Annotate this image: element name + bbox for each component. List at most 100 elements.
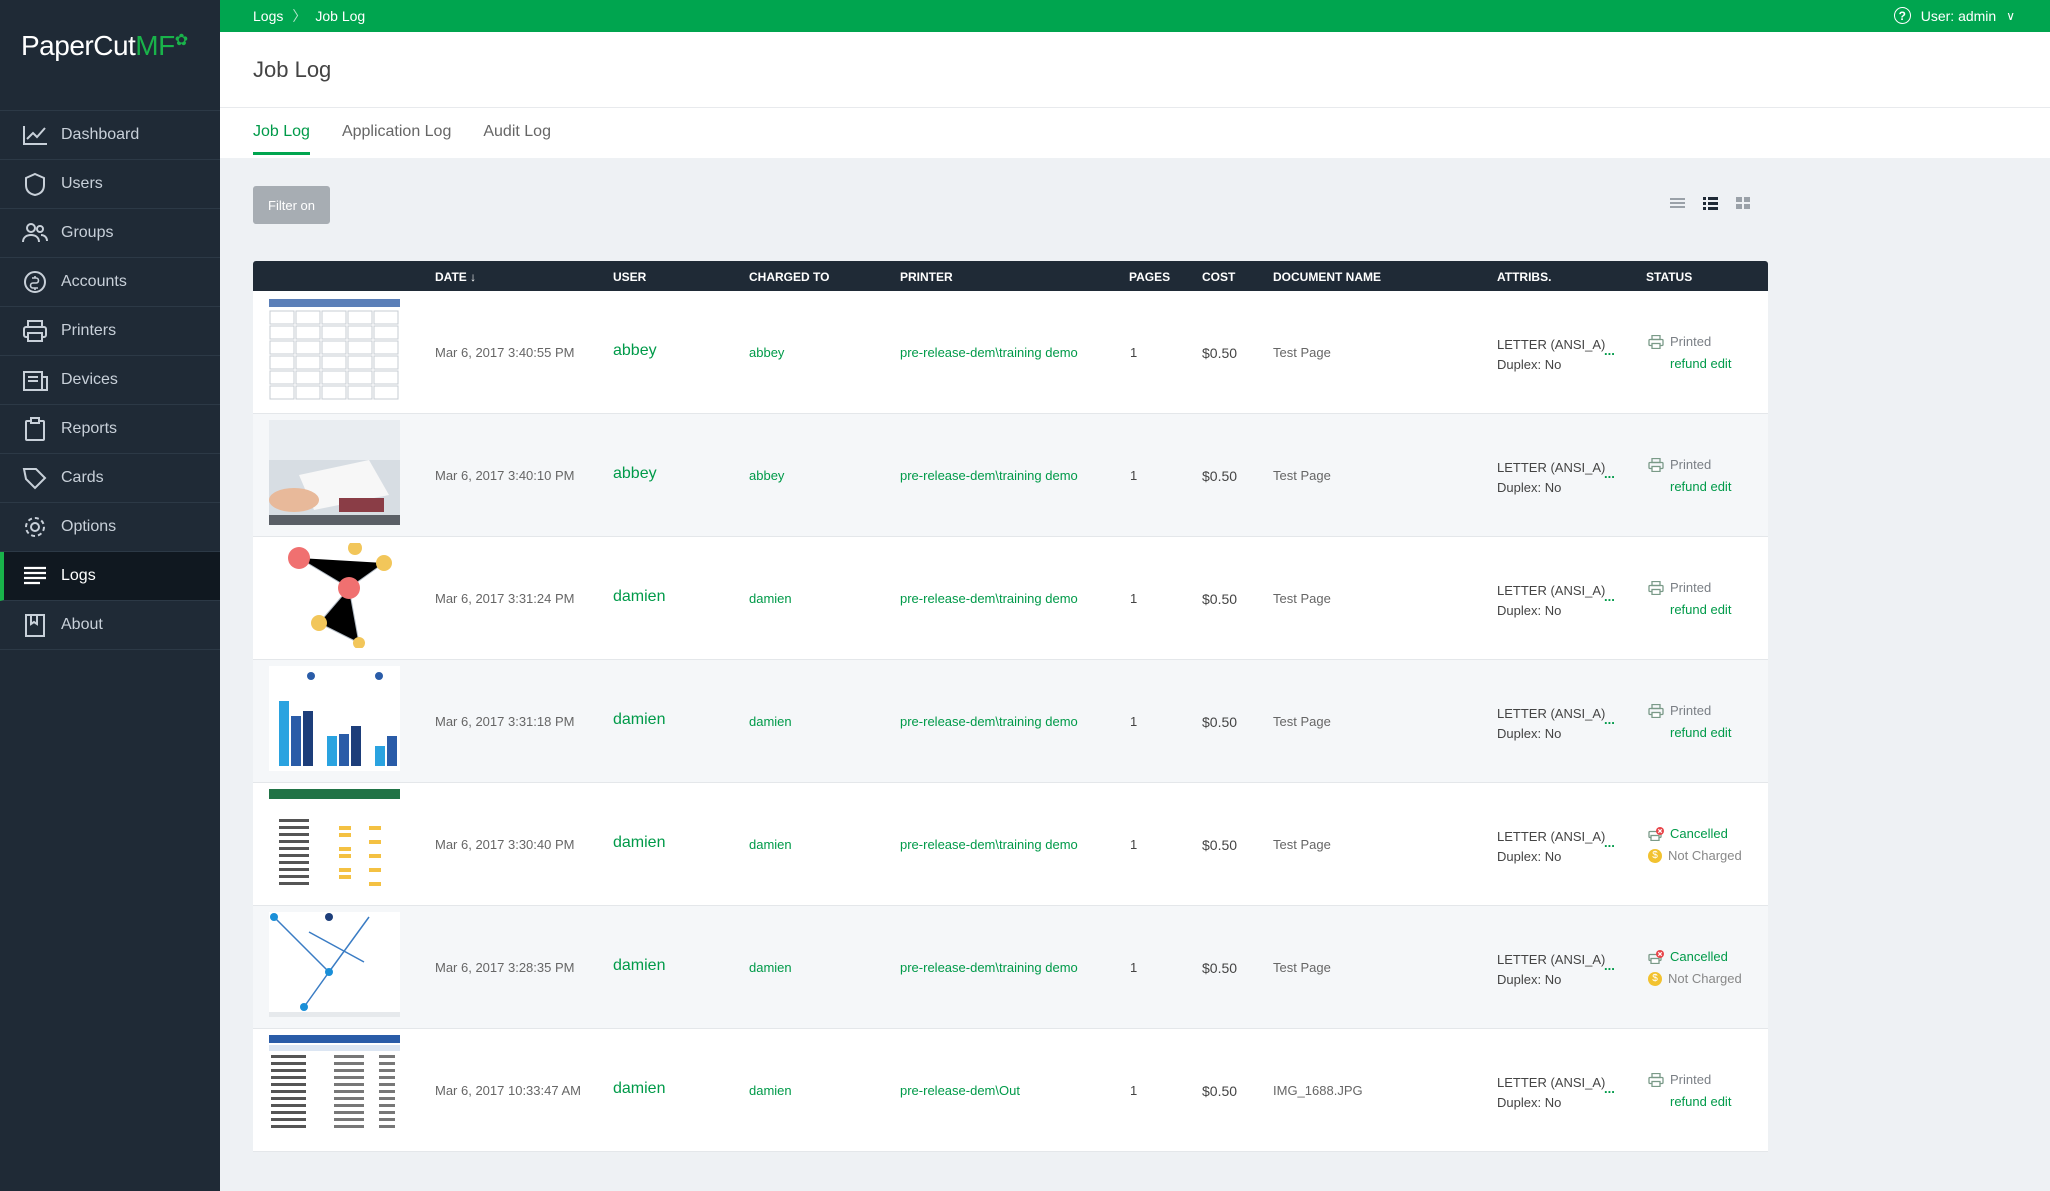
refund-edit-link[interactable]: refund edit <box>1670 356 1732 371</box>
column-status: STATUS <box>1646 270 1693 284</box>
chevron-down-icon: ∨ <box>2006 8 2015 23</box>
papercut-logo[interactable]: PaperCutMF✿ <box>0 0 220 110</box>
document-thumbnail[interactable] <box>269 912 400 1017</box>
charged-to-link[interactable]: damien <box>749 960 792 975</box>
sidebar-item-about[interactable]: About <box>0 601 220 650</box>
sidebar: PaperCutMF✿ Dashboard Users Groups Accounts… <box>0 0 220 1191</box>
job-attributes: LETTER (ANSI_A) Duplex: No <box>1497 581 1605 621</box>
job-status: Printed refund edit <box>1648 700 1731 744</box>
refund-edit-link[interactable]: refund edit <box>1670 1094 1732 1109</box>
coin-icon: $ <box>1648 849 1662 863</box>
printer-link[interactable]: pre-release-dem\training demo <box>900 714 1078 729</box>
status-label: Printed <box>1670 457 1712 472</box>
table-row[interactable]: Mar 6, 2017 3:31:18 PM damien damien pre-re… <box>253 660 1768 783</box>
table-row[interactable]: Mar 6, 2017 3:40:10 PM abbey abbey pre-rele… <box>253 414 1768 537</box>
document-thumbnail[interactable] <box>269 789 400 894</box>
document-name: Test Page <box>1273 468 1331 483</box>
printer-link[interactable]: pre-release-dem\training demo <box>900 345 1078 360</box>
view-grid-icon[interactable] <box>1736 196 1751 210</box>
job-attributes: LETTER (ANSI_A) Duplex: No <box>1497 335 1605 375</box>
more-attributes-button[interactable]: ... <box>1604 589 1615 604</box>
sidebar-item-accounts[interactable]: Accounts <box>0 258 220 307</box>
more-attributes-button[interactable]: ... <box>1604 466 1615 481</box>
job-pages: 1 <box>1130 591 1138 606</box>
job-date: Mar 6, 2017 10:33:47 AM <box>435 1083 581 1098</box>
job-user-link[interactable]: damien <box>613 957 666 974</box>
table-row[interactable]: Mar 6, 2017 10:33:47 AM damien damien pre-r… <box>253 1029 1768 1152</box>
view-list-detail-icon[interactable] <box>1703 196 1718 210</box>
tab-job-log[interactable]: Job Log <box>253 123 310 155</box>
sidebar-item-users[interactable]: Users <box>0 160 220 209</box>
chart-line-icon <box>23 126 47 145</box>
printer-link[interactable]: pre-release-dem\training demo <box>900 960 1078 975</box>
duplex-setting: Duplex: No <box>1497 726 1562 741</box>
document-thumbnail[interactable] <box>269 666 400 771</box>
printer-link[interactable]: pre-release-dem\training demo <box>900 468 1078 483</box>
document-name: Test Page <box>1273 837 1331 852</box>
more-attributes-button[interactable]: ... <box>1604 1081 1615 1096</box>
logo-text: PaperCut <box>21 30 136 61</box>
charged-to-link[interactable]: damien <box>749 591 792 606</box>
document-thumbnail[interactable] <box>269 420 400 525</box>
document-thumbnail[interactable] <box>269 297 400 402</box>
table-row[interactable]: Mar 6, 2017 3:31:24 PM damien damien pre-re… <box>253 537 1768 660</box>
printer-cancelled-icon <box>1648 827 1664 841</box>
more-attributes-button[interactable]: ... <box>1604 712 1615 727</box>
more-attributes-button[interactable]: ... <box>1604 835 1615 850</box>
printer-link[interactable]: pre-release-dem\training demo <box>900 591 1078 606</box>
sidebar-item-options[interactable]: Options <box>0 503 220 552</box>
printer-link[interactable]: pre-release-dem\Out <box>900 1083 1020 1098</box>
job-user-link[interactable]: abbey <box>613 465 657 482</box>
column-date[interactable]: DATE ↓ <box>435 270 476 284</box>
printer-link[interactable]: pre-release-dem\training demo <box>900 837 1078 852</box>
sidebar-item-label: Groups <box>61 224 114 241</box>
job-date: Mar 6, 2017 3:40:55 PM <box>435 345 575 360</box>
view-list-compact-icon[interactable] <box>1670 196 1685 210</box>
status-label: Cancelled <box>1670 949 1728 964</box>
charged-to-link[interactable]: damien <box>749 714 792 729</box>
breadcrumb-job-log: Job Log <box>315 8 366 24</box>
status-label: Printed <box>1670 334 1712 349</box>
status-label: Cancelled <box>1670 826 1728 841</box>
sidebar-item-groups[interactable]: Groups <box>0 209 220 258</box>
table-row[interactable]: Mar 6, 2017 3:30:40 PM damien damien pre-re… <box>253 783 1768 906</box>
table-row[interactable]: Mar 6, 2017 3:40:55 PM abbey abbey pre-rele… <box>253 291 1768 414</box>
job-cost: $0.50 <box>1202 1083 1238 1099</box>
job-user-link[interactable]: damien <box>613 834 666 851</box>
book-icon <box>25 614 45 637</box>
help-icon[interactable]: ? <box>1893 7 1911 24</box>
job-cost: $0.50 <box>1202 345 1238 361</box>
sidebar-item-printers[interactable]: Printers <box>0 307 220 356</box>
charged-to-link[interactable]: damien <box>749 1083 792 1098</box>
filter-button[interactable]: Filter on <box>253 186 330 224</box>
refund-edit-link[interactable]: refund edit <box>1670 602 1732 617</box>
job-user-link[interactable]: damien <box>613 1080 666 1097</box>
charged-to-link[interactable]: damien <box>749 837 792 852</box>
coin-icon: $ <box>1648 972 1662 986</box>
refund-edit-link[interactable]: refund edit <box>1670 479 1732 494</box>
job-user-link[interactable]: damien <box>613 711 666 728</box>
charged-to-link[interactable]: abbey <box>749 468 785 483</box>
charged-to-link[interactable]: abbey <box>749 345 785 360</box>
sidebar-item-logs[interactable]: Logs <box>0 552 220 601</box>
column-user: USER <box>613 270 647 284</box>
tab-application-log[interactable]: Application Log <box>341 123 452 140</box>
user-menu[interactable]: ? User: admin ∨ <box>1893 7 2015 24</box>
document-thumbnail[interactable] <box>269 1035 400 1140</box>
printer-icon <box>1648 335 1664 349</box>
document-thumbnail[interactable] <box>269 543 400 648</box>
device-icon <box>23 371 48 391</box>
job-user-link[interactable]: damien <box>613 588 666 605</box>
table-row[interactable]: Mar 6, 2017 3:28:35 PM damien damien pre-re… <box>253 906 1768 1029</box>
document-name: Test Page <box>1273 960 1331 975</box>
breadcrumb-logs[interactable]: Logs <box>253 8 284 24</box>
more-attributes-button[interactable]: ... <box>1604 958 1615 973</box>
refund-edit-link[interactable]: refund edit <box>1670 725 1732 740</box>
sidebar-item-reports[interactable]: Reports <box>0 405 220 454</box>
job-user-link[interactable]: abbey <box>613 342 657 359</box>
sidebar-item-dashboard[interactable]: Dashboard <box>0 111 220 160</box>
sidebar-item-devices[interactable]: Devices <box>0 356 220 405</box>
sidebar-item-cards[interactable]: Cards <box>0 454 220 503</box>
tab-audit-log[interactable]: Audit Log <box>483 123 551 140</box>
more-attributes-button[interactable]: ... <box>1604 343 1615 358</box>
